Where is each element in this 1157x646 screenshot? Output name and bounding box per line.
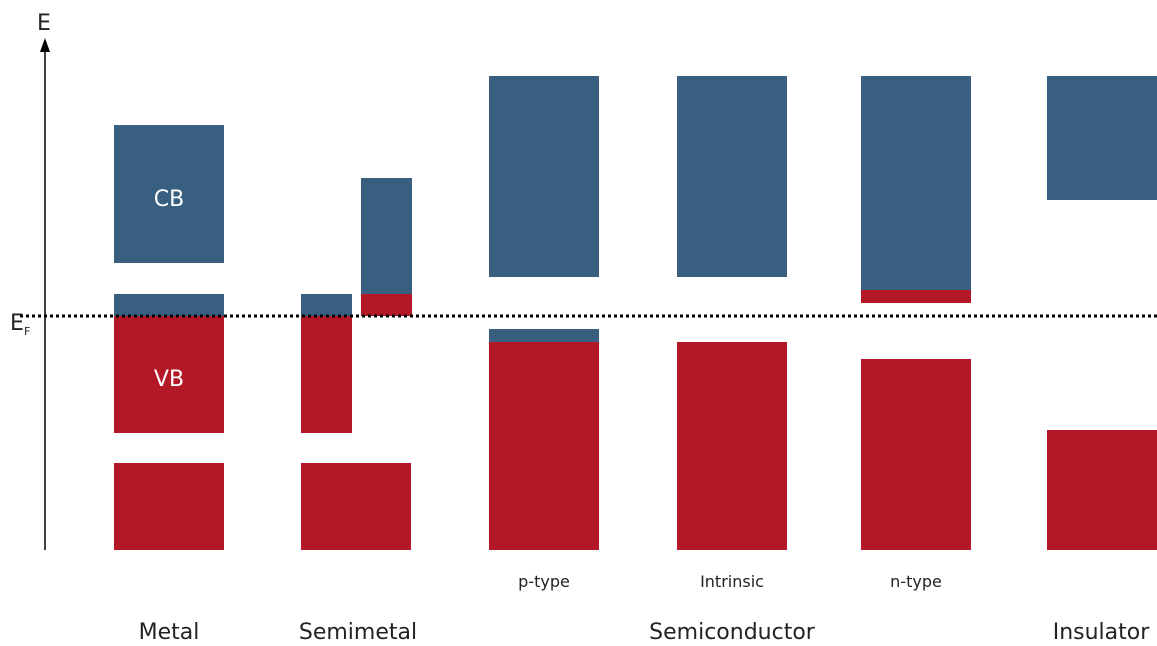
insulator-conduction-band <box>1047 76 1157 200</box>
n-type-conduction-band-electrons <box>861 290 971 303</box>
metal-upper-band <box>114 125 224 263</box>
semimetal-label: Semimetal <box>299 620 417 645</box>
metal-label: Metal <box>139 620 200 645</box>
semimetal-band-b-empty <box>361 178 412 294</box>
insulator-label: Insulator <box>1053 620 1151 645</box>
fermi-level-subscript: F <box>24 325 30 338</box>
n-type-conduction-band <box>861 76 971 290</box>
insulator-column <box>1047 76 1157 550</box>
p-type-conduction-band <box>489 76 599 277</box>
semimetal-band-a-empty <box>301 294 352 316</box>
p-type-label: p-type <box>518 572 570 591</box>
metal-partial-band-filled <box>114 316 224 433</box>
intrinsic-column <box>677 76 787 550</box>
energy-axis-arrowhead <box>40 38 50 52</box>
n-type-label: n-type <box>890 572 942 591</box>
metal-partial-band-empty <box>114 294 224 316</box>
p-type-valence-band <box>489 342 599 550</box>
n-type-valence-band <box>861 359 971 550</box>
conduction-band-label: CB <box>154 187 184 212</box>
semiconductor-label: Semiconductor <box>649 620 816 645</box>
n-type-column <box>861 76 971 550</box>
metal-column: CB VB <box>114 125 224 550</box>
p-type-valence-band-holes <box>489 329 599 342</box>
energy-axis-label: E <box>37 11 51 36</box>
semimetal-lower-band <box>301 463 411 550</box>
intrinsic-conduction-band <box>677 76 787 277</box>
p-type-column <box>489 76 599 550</box>
semimetal-band-a-filled <box>301 316 352 433</box>
valence-band-label: VB <box>154 367 184 392</box>
semimetal-column <box>301 178 412 550</box>
metal-lower-band <box>114 463 224 550</box>
intrinsic-label: Intrinsic <box>700 572 764 591</box>
insulator-valence-band <box>1047 430 1157 550</box>
semimetal-band-b-filled <box>361 294 412 316</box>
intrinsic-valence-band <box>677 342 787 550</box>
